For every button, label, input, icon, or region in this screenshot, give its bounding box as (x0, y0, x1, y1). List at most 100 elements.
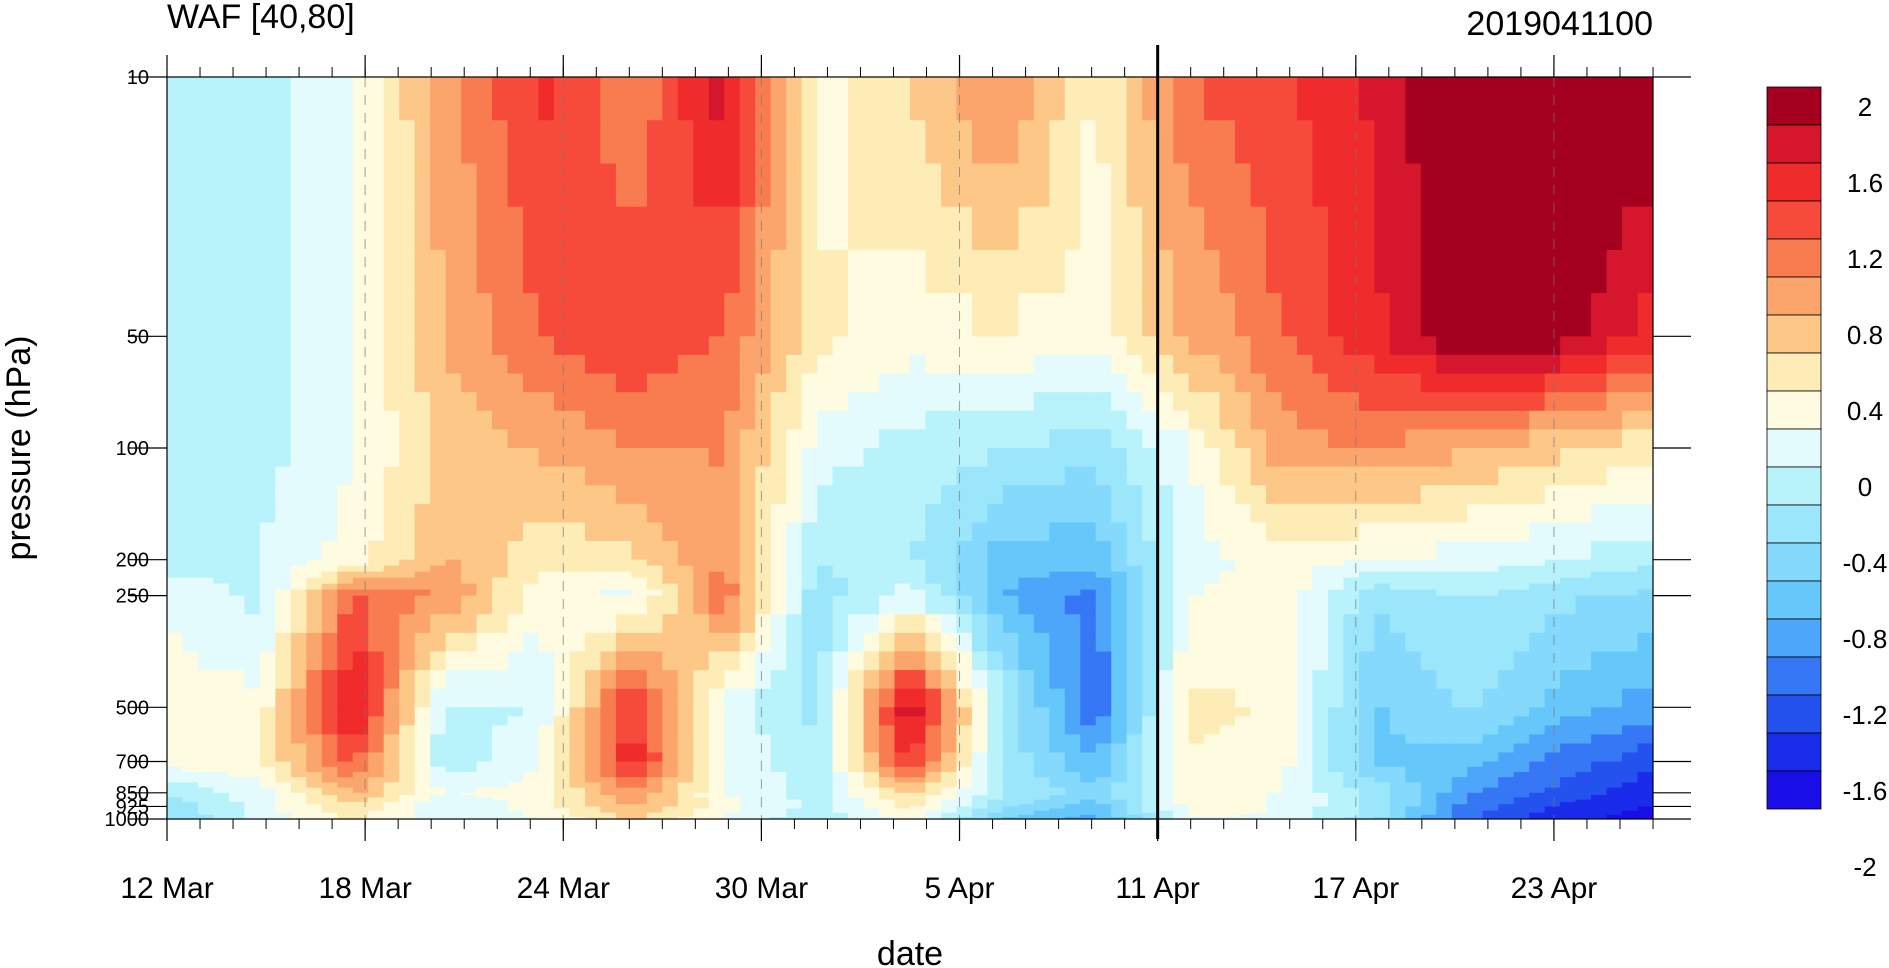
contour-cell (677, 787, 694, 794)
contour-cell (677, 816, 694, 819)
contour-cell (662, 410, 679, 430)
contour-cell (1157, 485, 1174, 505)
contour-cell (569, 795, 586, 798)
contour-cell (430, 373, 447, 393)
contour-cell (569, 752, 586, 763)
contour-cell (786, 571, 803, 579)
contour-cell (1126, 392, 1143, 412)
contour-cell (863, 293, 880, 337)
contour-cell (1235, 448, 1252, 468)
contour-cell (1095, 804, 1112, 808)
contour-cell (1204, 559, 1221, 567)
contour-cell (677, 707, 694, 717)
contour-cell (1266, 429, 1283, 449)
contour-cell (461, 771, 478, 778)
contour-cell (337, 565, 354, 573)
contour-cell (1467, 571, 1484, 579)
contour-cell (1033, 429, 1050, 449)
contour-cell (1266, 595, 1283, 615)
contour-cell (1049, 766, 1066, 773)
contour-cell (817, 707, 834, 717)
contour-cell (1606, 77, 1623, 121)
contour-cell (662, 466, 679, 486)
contour-cell (755, 410, 772, 430)
contour-cell (1606, 541, 1623, 561)
contour-cell (1529, 541, 1546, 561)
contour-cell (1142, 792, 1159, 796)
contour-cell (646, 651, 663, 671)
contour-cell (1312, 707, 1329, 717)
contour-cell (290, 577, 307, 585)
contour-cell (925, 787, 942, 794)
contour-cell (1358, 429, 1375, 449)
contour-cell (197, 485, 215, 505)
contour-cell (430, 583, 447, 591)
contour-cell (615, 336, 632, 356)
contour-cell (1591, 801, 1608, 805)
contour-cell (1064, 77, 1081, 121)
contour-cell (1173, 577, 1190, 585)
contour-cell (1389, 761, 1406, 768)
contour-cell (1312, 777, 1329, 783)
contour-cell (352, 589, 369, 597)
contour-cell (1544, 429, 1561, 449)
contour-cell (259, 725, 276, 736)
contour-cell (383, 583, 400, 591)
contour-cell (337, 804, 354, 808)
contour-cell (1235, 782, 1252, 789)
contour-cell (1343, 559, 1360, 567)
contour-cell (213, 336, 230, 356)
contour-cell (290, 795, 307, 798)
contour-cell (337, 503, 354, 524)
contour-cell (677, 373, 694, 393)
contour-cell (430, 752, 447, 763)
contour-cell (507, 589, 524, 597)
contour-cell (492, 571, 509, 579)
contour-cell (1451, 541, 1468, 561)
contour-cell (1513, 392, 1530, 412)
contour-cell (894, 249, 911, 294)
contour-cell (1343, 752, 1360, 763)
contour-cell (461, 466, 478, 486)
contour-cell (600, 466, 617, 486)
contour-cell (631, 771, 648, 778)
contour-cell (461, 787, 478, 794)
contour-cell (1513, 206, 1530, 251)
contour-cell (352, 571, 369, 579)
contour-cell (1188, 120, 1205, 165)
contour-cell (1405, 163, 1422, 208)
contour-cell (848, 670, 865, 690)
contour-cell (553, 743, 571, 754)
contour-cell (1637, 614, 1653, 634)
contour-cell (337, 752, 354, 763)
contour-cell (1296, 725, 1314, 736)
contour-cell (1235, 743, 1252, 754)
contour-cell (1420, 163, 1437, 208)
contour-cell (1405, 707, 1422, 717)
contour-cell (1591, 707, 1608, 717)
contour-cell (1405, 725, 1422, 736)
contour-cell (832, 571, 849, 579)
contour-cell (399, 163, 416, 208)
contour-cell (1622, 766, 1639, 773)
contour-cell (569, 716, 586, 726)
contour-cell (1049, 777, 1066, 783)
contour-cell (1281, 77, 1298, 121)
contour-cell (1529, 787, 1546, 794)
contour-cell (275, 814, 292, 818)
contour-cell (1637, 293, 1653, 337)
contour-cell (894, 595, 911, 615)
contour-cell (1498, 354, 1515, 375)
contour-cell (1266, 797, 1283, 801)
contour-cell (507, 782, 524, 789)
contour-cell (1513, 725, 1530, 736)
contour-cell (1312, 792, 1329, 796)
contour-cell (631, 734, 648, 745)
contour-cell (1467, 632, 1484, 653)
contour-cell (1482, 595, 1499, 615)
contour-cell (197, 808, 215, 812)
contour-cell (848, 485, 865, 505)
contour-cell (1389, 163, 1406, 208)
contour-cell (1482, 799, 1499, 803)
contour-cell (956, 373, 973, 393)
